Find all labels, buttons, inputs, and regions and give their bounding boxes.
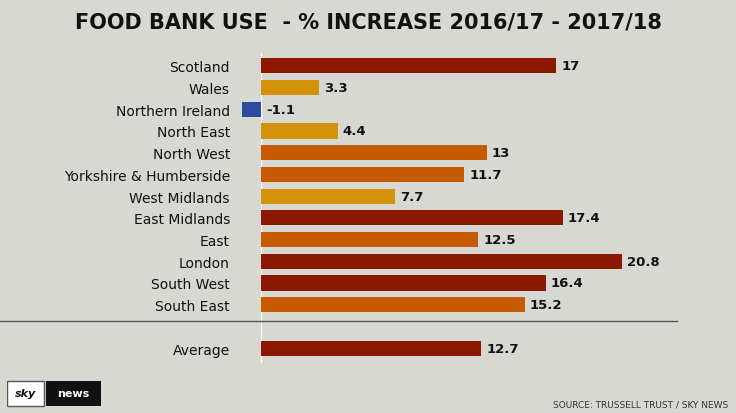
Bar (46, 381, 101, 406)
Text: 15.2: 15.2 (530, 299, 562, 311)
Bar (261, 233, 478, 247)
Bar (261, 276, 545, 291)
Text: 20.8: 20.8 (627, 255, 659, 268)
Text: -1.1: -1.1 (266, 104, 296, 116)
Bar (261, 81, 319, 96)
Text: 7.7: 7.7 (400, 190, 423, 203)
Text: 3.3: 3.3 (324, 82, 347, 95)
Bar (261, 211, 563, 226)
Bar (261, 341, 481, 356)
Bar (261, 124, 338, 139)
Text: sky: sky (15, 388, 36, 398)
Bar (261, 297, 525, 313)
Text: 17: 17 (561, 60, 579, 73)
Bar (261, 167, 464, 183)
Text: news: news (57, 388, 90, 398)
Text: 13: 13 (492, 147, 510, 160)
Text: 16.4: 16.4 (551, 277, 584, 290)
Bar (261, 59, 556, 74)
Bar (7, 381, 43, 406)
Bar (261, 146, 486, 161)
Text: 12.7: 12.7 (486, 342, 519, 355)
Bar (242, 102, 261, 118)
Text: 12.5: 12.5 (483, 233, 516, 247)
Text: 11.7: 11.7 (470, 169, 502, 181)
Bar (261, 254, 622, 269)
Text: 4.4: 4.4 (343, 125, 367, 138)
Text: 17.4: 17.4 (568, 212, 601, 225)
Text: FOOD BANK USE  - % INCREASE 2016/17 - 2017/18: FOOD BANK USE - % INCREASE 2016/17 - 201… (74, 12, 662, 32)
Bar (261, 189, 394, 204)
Text: SOURCE: TRUSSELL TRUST / SKY NEWS: SOURCE: TRUSSELL TRUST / SKY NEWS (553, 400, 729, 409)
